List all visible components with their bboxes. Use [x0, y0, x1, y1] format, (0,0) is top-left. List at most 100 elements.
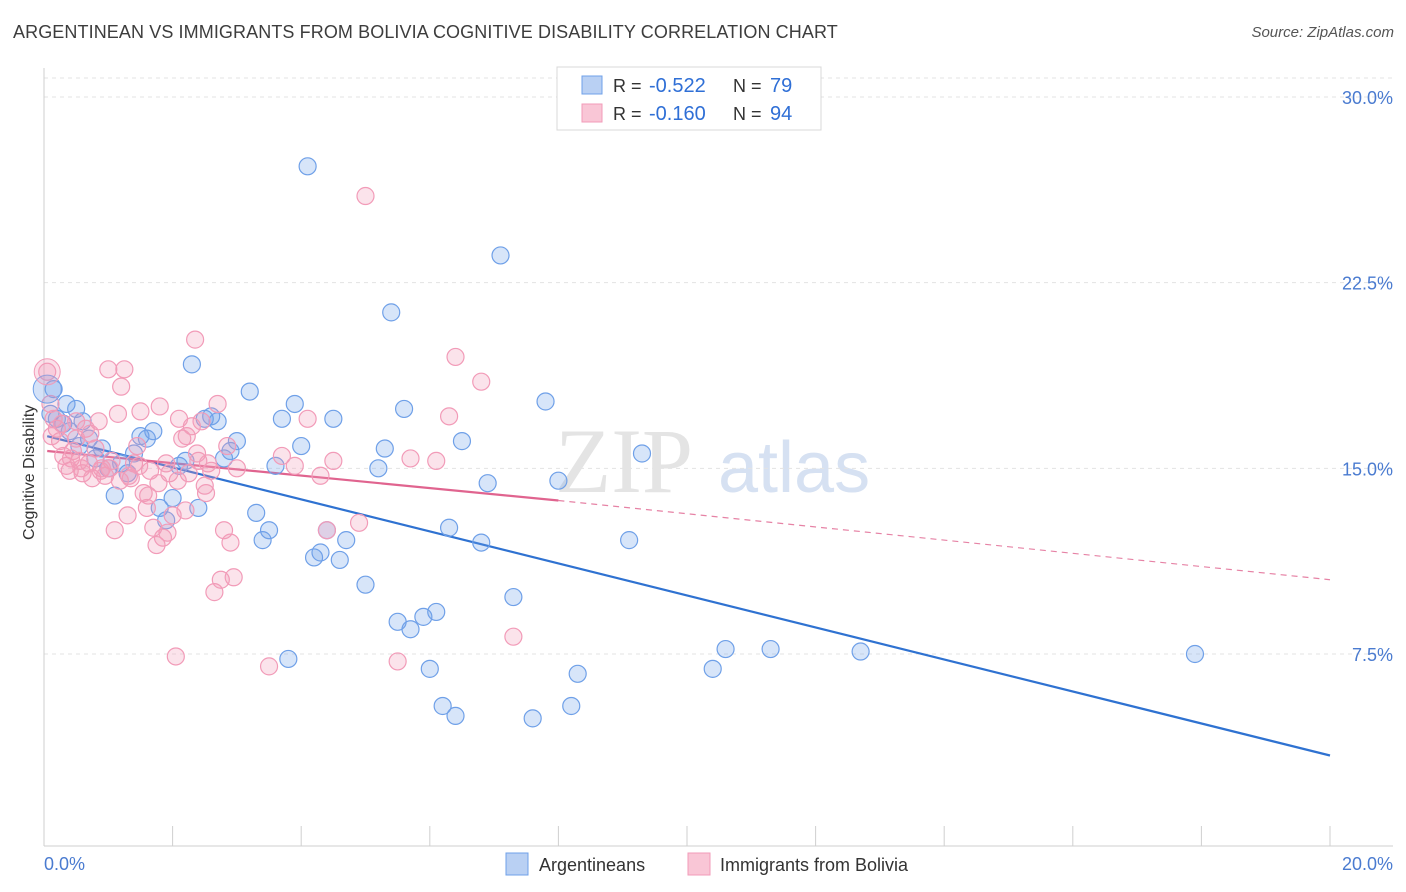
point-bolivia-large — [33, 358, 61, 386]
chart-title: ARGENTINEAN VS IMMIGRANTS FROM BOLIVIA C… — [13, 22, 838, 42]
point-bolivia-74 — [472, 372, 491, 391]
point-bolivia-33 — [144, 518, 163, 537]
point-bolivia-57 — [221, 533, 240, 552]
axes — [43, 68, 1393, 847]
point-bolivia-76 — [42, 427, 61, 446]
point-argentineans-31 — [253, 531, 272, 550]
x-tick-label-0: 0.0% — [44, 854, 85, 874]
point-argentineans-69 — [632, 444, 652, 463]
point-argentineans-32 — [259, 521, 279, 540]
point-argentineans-47 — [375, 439, 394, 458]
point-argentineans-45 — [356, 575, 375, 594]
point-bolivia-51 — [202, 461, 221, 480]
trend-line-bolivia — [47, 449, 559, 502]
bottom-legend-argentineans: Argentineans — [539, 855, 645, 875]
point-bolivia-67 — [356, 186, 375, 206]
watermark: ZIP atlas — [555, 410, 870, 512]
point-bolivia-46 — [186, 330, 205, 349]
point-argentineans-42 — [324, 409, 343, 428]
point-argentineans-55 — [433, 696, 452, 716]
point-argentineans-46 — [369, 459, 388, 478]
bottom-legend: Argentineans Immigrants from Bolivia — [505, 852, 909, 876]
point-argentineans-58 — [452, 432, 472, 451]
grid-lines — [44, 77, 1393, 655]
point-bolivia-86 — [139, 486, 158, 505]
point-argentineans-73 — [851, 642, 870, 661]
point-bolivia-92 — [196, 483, 216, 503]
point-argentineans-15 — [144, 422, 163, 441]
point-bolivia-56 — [218, 436, 237, 456]
point-argentineans-14 — [137, 429, 156, 448]
point-bolivia-19 — [99, 360, 118, 379]
legend-r-value-2: -0.160 — [649, 103, 706, 125]
point-bolivia-85 — [130, 456, 149, 475]
point-argentineans-54 — [427, 602, 446, 622]
legend-n-value-1: 79 — [770, 75, 792, 97]
point-argentineans-67 — [568, 664, 587, 683]
y-tick-label-1: 15.0% — [1342, 459, 1393, 479]
point-argentineans-63 — [523, 709, 542, 728]
point-argentineans-18 — [163, 488, 182, 508]
y-tick-label-3: 30.0% — [1342, 88, 1393, 108]
point-bolivia-82 — [100, 459, 119, 478]
point-bolivia-77 — [52, 414, 72, 433]
point-bolivia-35 — [150, 397, 169, 416]
point-bolivia-58 — [224, 568, 243, 587]
point-bolivia-37 — [157, 454, 176, 473]
point-bolivia-40 — [166, 647, 185, 666]
point-bolivia-62 — [285, 456, 304, 475]
point-argentineans-50 — [394, 399, 414, 419]
point-bolivia-26 — [121, 469, 140, 488]
x-tick-label-1: 20.0% — [1342, 854, 1393, 874]
point-bolivia-89 — [168, 471, 187, 490]
point-bolivia-1 — [41, 394, 60, 414]
point-bolivia-63 — [298, 409, 317, 428]
trend-line-argentineans — [46, 435, 1331, 757]
point-bolivia-91 — [187, 444, 207, 463]
point-argentineans-33 — [266, 456, 285, 475]
point-bolivia-24 — [115, 360, 134, 379]
point-argentineans-37 — [292, 436, 311, 456]
point-argentineans-72 — [761, 639, 780, 659]
point-argentineans-60 — [478, 474, 497, 493]
point-argentineans-74 — [1185, 644, 1205, 664]
legend-n-value-2: 94 — [770, 103, 792, 125]
bottom-legend-swatch-argentineans — [505, 852, 529, 876]
point-bolivia-43 — [176, 501, 195, 520]
bottom-legend-swatch-bolivia — [687, 852, 711, 876]
point-bolivia-48 — [192, 412, 211, 431]
chart-source: Source: ZipAtlas.com — [1251, 24, 1394, 41]
point-bolivia-93 — [67, 412, 86, 431]
point-argentineans-28 — [227, 432, 246, 451]
point-bolivia-75 — [504, 627, 523, 646]
point-argentineans-43 — [330, 550, 349, 570]
point-argentineans-65 — [549, 471, 568, 490]
point-bolivia-64 — [311, 466, 330, 485]
point-argentineans-large — [32, 374, 62, 404]
point-bolivia-70 — [401, 449, 420, 468]
point-argentineans-34 — [272, 409, 292, 428]
point-argentineans-25 — [208, 412, 227, 431]
point-bolivia-71 — [427, 451, 446, 471]
point-bolivia-22 — [108, 404, 128, 423]
data-points — [32, 157, 1205, 728]
point-argentineans-70 — [703, 659, 722, 678]
point-bolivia-25 — [118, 506, 137, 525]
point-argentineans-30 — [247, 503, 266, 522]
point-bolivia-68 — [349, 513, 369, 532]
point-bolivia-69 — [388, 652, 407, 671]
point-bolivia-21 — [105, 521, 124, 540]
point-bolivia-65 — [317, 521, 337, 540]
y-axis-title: Cognitive Disability — [21, 405, 38, 540]
point-bolivia-83 — [110, 471, 129, 490]
trend-lines — [46, 435, 1331, 757]
point-argentineans-57 — [446, 706, 465, 725]
point-bolivia-66 — [324, 451, 343, 471]
point-argentineans-62 — [504, 587, 523, 607]
point-bolivia-73 — [446, 347, 465, 367]
point-argentineans-36 — [285, 394, 304, 414]
point-bolivia-45 — [182, 417, 201, 436]
point-argentineans-48 — [382, 303, 401, 322]
legend-n-label-2: N = — [733, 104, 762, 124]
